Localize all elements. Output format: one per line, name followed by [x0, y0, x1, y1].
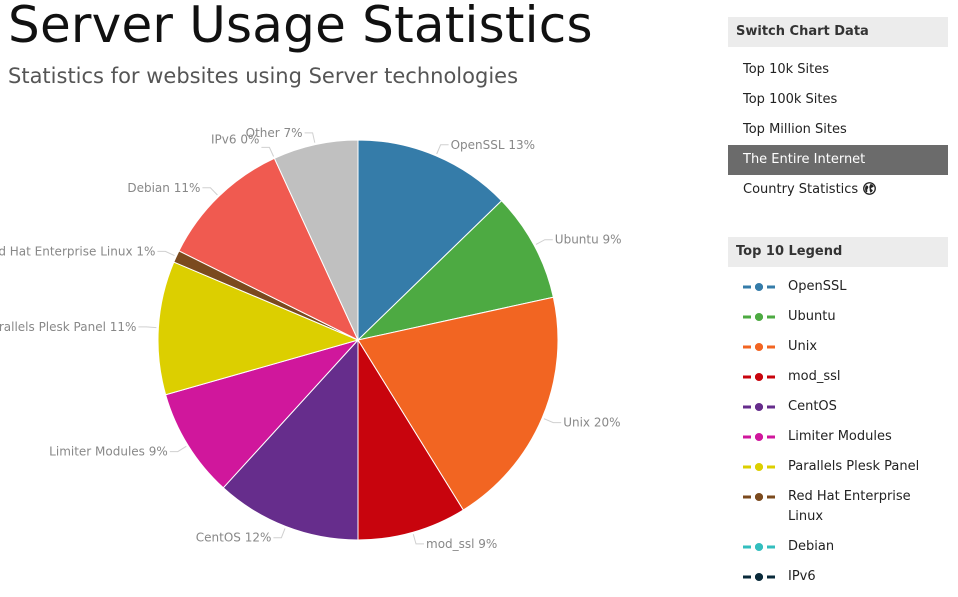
pie-leader-line	[304, 132, 316, 143]
switch-panel-title: Switch Chart Data	[728, 17, 948, 47]
pie-leader-line	[138, 326, 157, 329]
pie-slice-debian[interactable]	[178, 157, 360, 342]
page-title: Server Usage Statistics	[8, 0, 593, 54]
legend-swatch	[743, 493, 775, 501]
globe-icon	[863, 177, 877, 207]
pie-leader-line	[412, 534, 424, 545]
pie-slices	[157, 139, 559, 541]
legend-item[interactable]: Ubuntu	[728, 307, 948, 327]
pie-leader-line	[169, 445, 187, 453]
menu-item-label: Top 100k Sites	[743, 92, 838, 107]
page-subtitle: Statistics for websites using Server tec…	[8, 64, 519, 88]
legend-swatch	[743, 343, 775, 351]
legend-swatch	[743, 403, 775, 411]
pie-label-parallels-plesk-panel: Parallels Plesk Panel 11%	[0, 320, 136, 334]
legend-swatch	[743, 373, 775, 381]
pie-slice-openssl[interactable]	[357, 139, 503, 342]
pie-chart: OpenSSL 13% Ubuntu 9% Unix 20% mod_ssl 9% Ce…	[0, 126, 622, 551]
pie-slice-other[interactable]	[273, 139, 359, 341]
pie-leader-line	[202, 187, 218, 196]
legend-item[interactable]: Limiter Modules	[728, 427, 948, 447]
menu-item-label: Country Statistics	[743, 182, 859, 197]
pie-leader-line	[543, 418, 562, 424]
legend-panel-title: Top 10 Legend	[728, 237, 948, 267]
pie-slice-ubuntu[interactable]	[356, 200, 554, 341]
pie-slice-limiter-modules[interactable]	[165, 339, 360, 489]
legend-item[interactable]: IPv6	[728, 567, 948, 587]
switch-chart-data-panel: Switch Chart Data Top 10k Sites Top 100k…	[728, 17, 948, 205]
legend-label: OpenSSL	[788, 279, 847, 294]
legend-label: Unix	[788, 339, 818, 354]
pie-label-leaders	[138, 132, 562, 545]
legend-label: IPv6	[788, 569, 816, 584]
legend-label: Parallels Plesk Panel	[788, 459, 920, 474]
legend-swatch	[743, 463, 775, 471]
legend-label: Ubuntu	[788, 309, 836, 324]
pie-slice-parallels-plesk-panel[interactable]	[157, 261, 360, 396]
pie-label-red-hat-enterprise-linux: Red Hat Enterprise Linux 1%	[0, 244, 155, 258]
pie-slice-centos[interactable]	[222, 338, 359, 541]
pie-label-mod-ssl: mod_ssl 9%	[426, 537, 497, 551]
pie-label-debian: Debian 11%	[127, 181, 200, 195]
legend-list: OpenSSL Ubuntu Unix mod_ssl CentOS Limiter Mo…	[728, 277, 948, 587]
legend-swatch	[743, 573, 775, 581]
top-10-legend-panel: Top 10 Legend OpenSSL Ubuntu Unix mod_ssl Ce…	[728, 237, 948, 597]
pie-leader-line	[261, 146, 275, 157]
menu-item-country-statistics[interactable]: Country Statistics	[728, 175, 948, 205]
pie-label-ubuntu: Ubuntu 9%	[555, 233, 622, 247]
pie-label-openssl: OpenSSL 13%	[451, 138, 535, 152]
menu-item-label: The Entire Internet	[743, 152, 866, 167]
pie-leader-line	[157, 250, 175, 257]
legend-label: mod_ssl	[788, 369, 841, 384]
legend-item[interactable]: Debian	[728, 537, 948, 557]
legend-item[interactable]: Unix	[728, 337, 948, 357]
legend-item[interactable]: Parallels Plesk Panel	[728, 457, 948, 477]
pie-label-centos: CentOS 12%	[196, 531, 272, 545]
pie-labels: OpenSSL 13% Ubuntu 9% Unix 20% mod_ssl 9% Ce…	[0, 126, 622, 551]
pie-leader-line	[436, 144, 449, 155]
legend-label: Red Hat Enterprise Linux	[788, 489, 911, 524]
legend-swatch	[743, 283, 775, 291]
pie-label-unix: Unix 20%	[563, 416, 620, 430]
legend-swatch	[743, 313, 775, 321]
menu-item-top-10k-sites[interactable]: Top 10k Sites	[728, 55, 948, 85]
menu-item-label: Top 10k Sites	[743, 62, 830, 77]
pie-label-limiter-modules: Limiter Modules 9%	[49, 445, 168, 459]
legend-swatch	[743, 433, 775, 441]
pie-label-ipv6: IPv6 0%	[211, 132, 259, 146]
legend-item[interactable]: OpenSSL	[728, 277, 948, 297]
pie-leader-line	[273, 528, 286, 539]
legend-item[interactable]: Red Hat Enterprise Linux	[728, 487, 948, 527]
legend-item[interactable]: CentOS	[728, 397, 948, 417]
menu-item-top-100k-sites[interactable]: Top 100k Sites	[728, 85, 948, 115]
legend-label: Debian	[788, 539, 835, 554]
menu-item-label: Top Million Sites	[743, 122, 847, 137]
legend-label: CentOS	[788, 399, 837, 414]
menu-item-entire-internet[interactable]: The Entire Internet	[728, 145, 948, 175]
legend-swatch	[743, 543, 775, 551]
pie-slice-mod-ssl[interactable]	[357, 338, 464, 541]
menu-item-top-million-sites[interactable]: Top Million Sites	[728, 115, 948, 145]
legend-item[interactable]: mod_ssl	[728, 367, 948, 387]
pie-slice-unix[interactable]	[357, 296, 559, 511]
legend-label: Limiter Modules	[788, 429, 892, 444]
pie-leader-line	[535, 239, 553, 245]
switch-chart-menu: Top 10k Sites Top 100k Sites Top Million…	[728, 55, 948, 205]
pie-label-other: Other 7%	[246, 126, 303, 140]
